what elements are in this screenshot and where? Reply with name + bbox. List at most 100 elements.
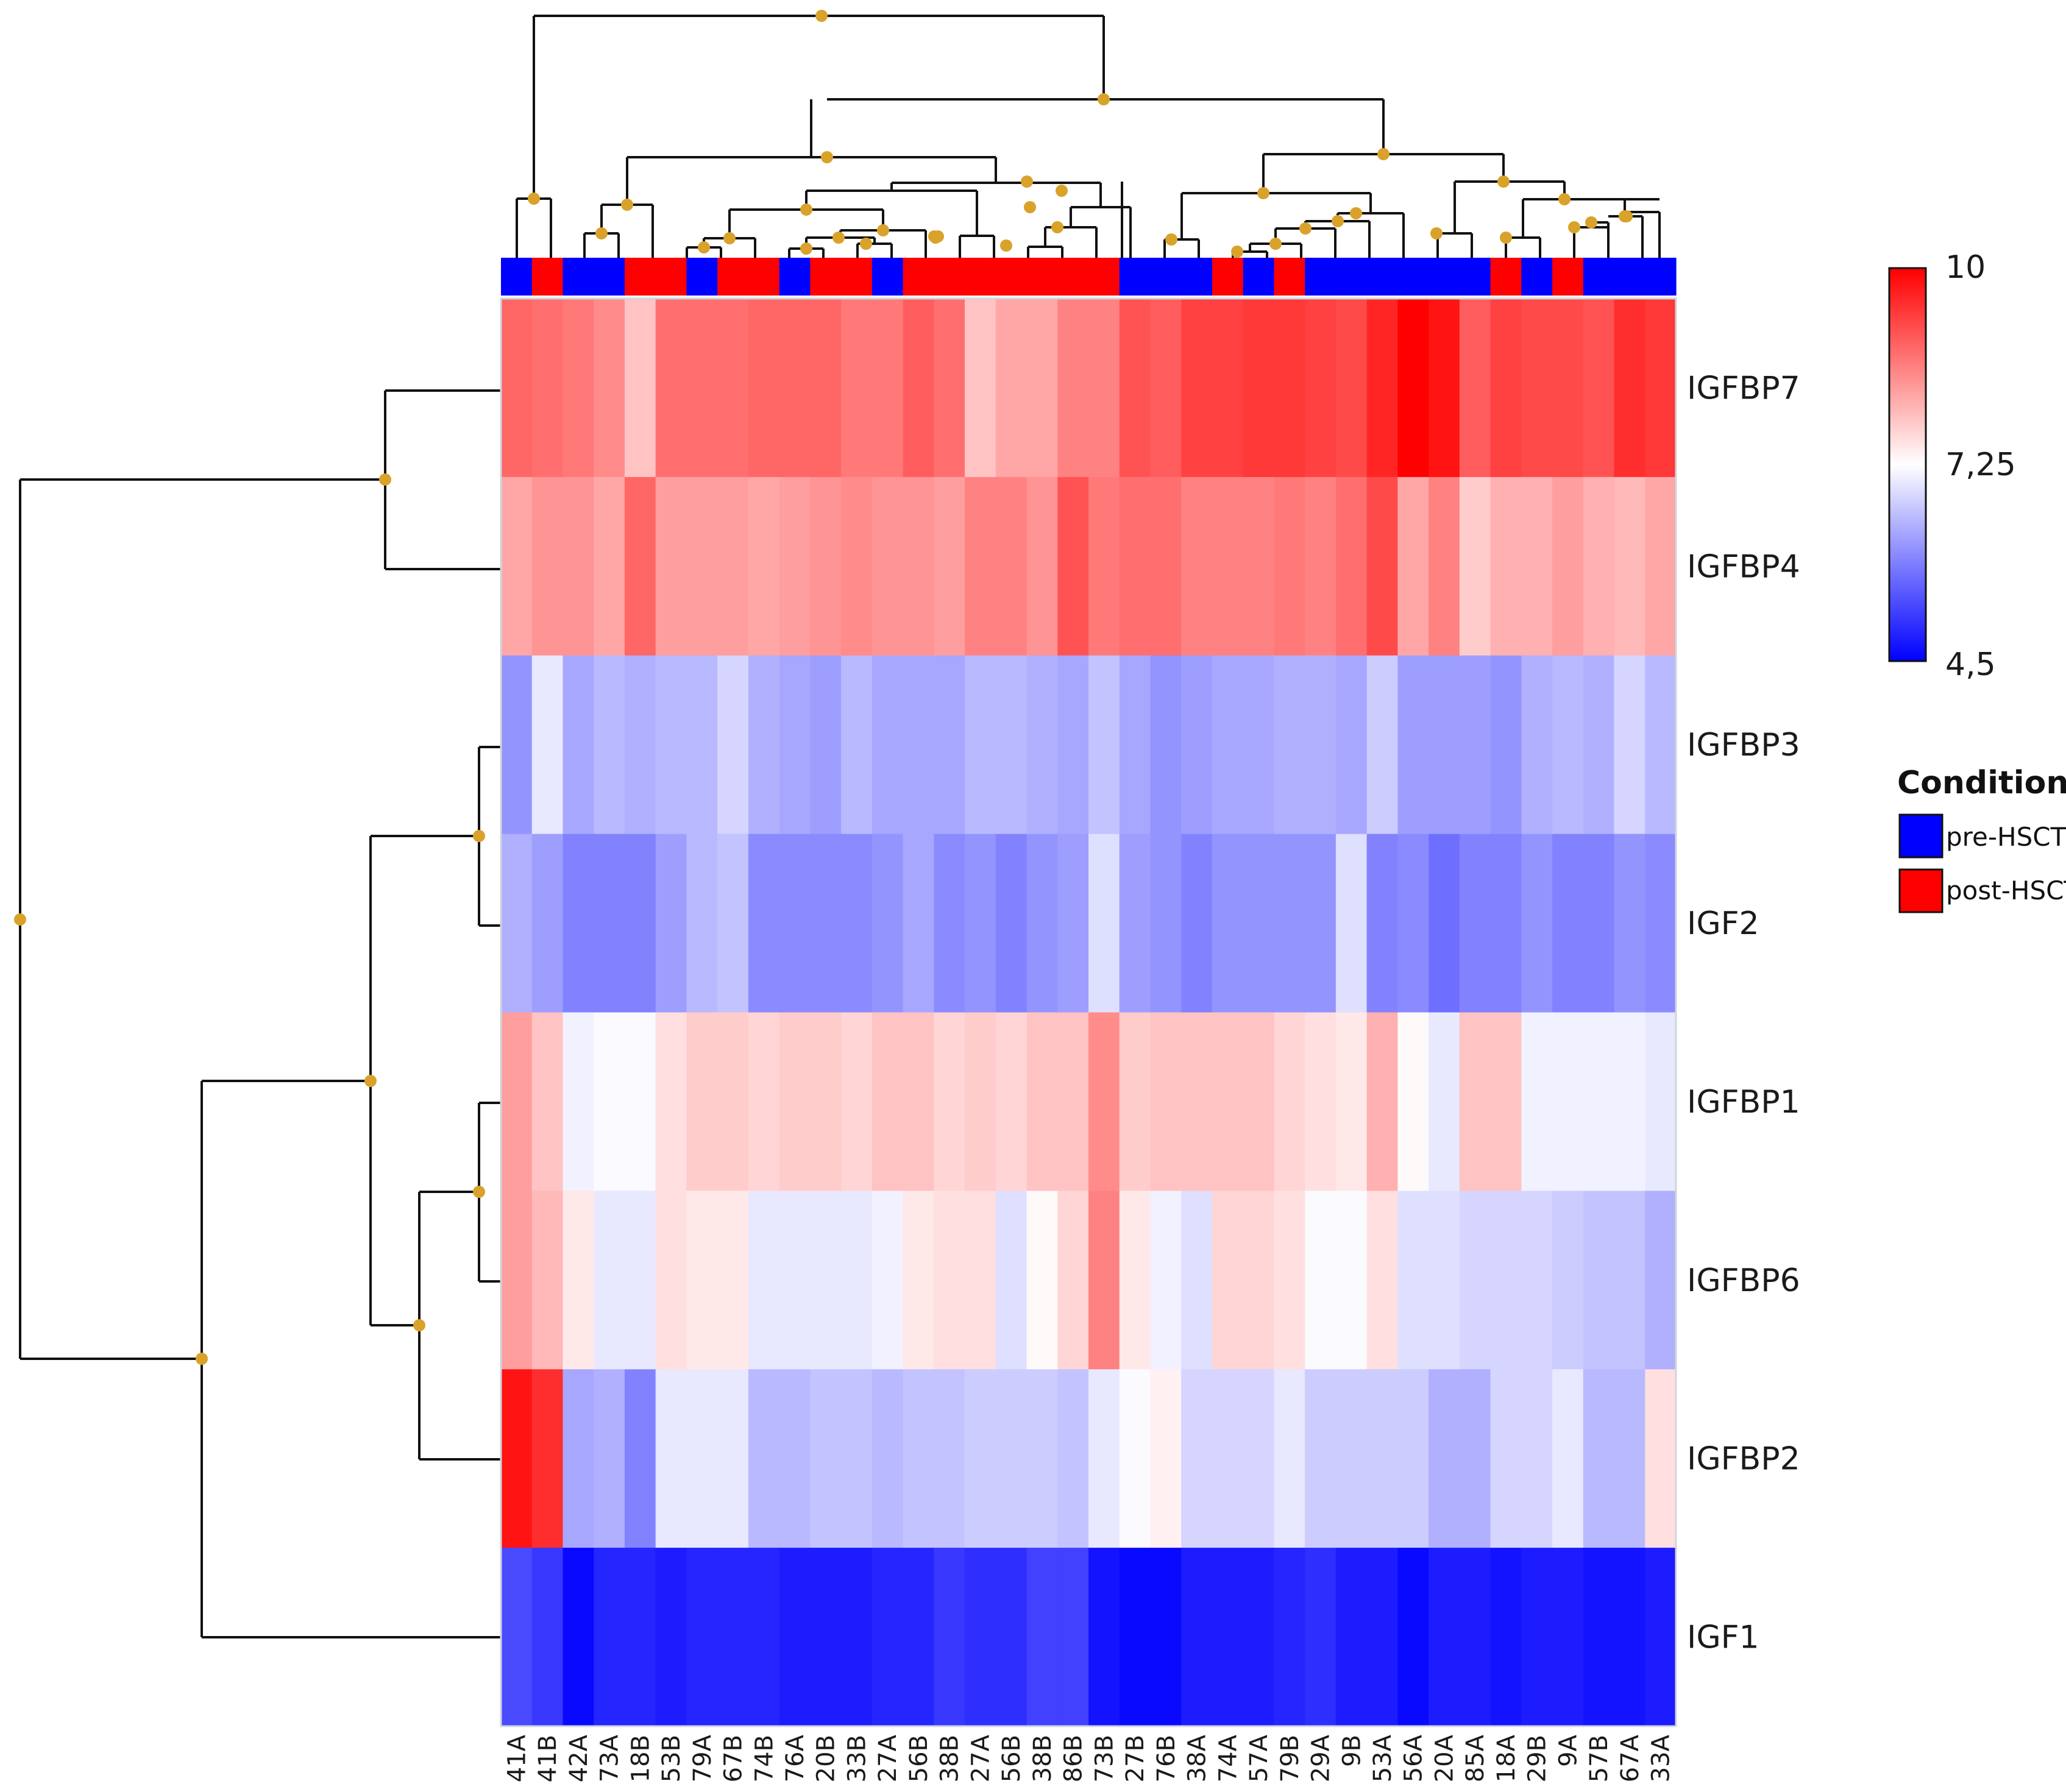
condition-cell bbox=[624, 258, 656, 296]
column-label: 18A bbox=[1493, 1734, 1521, 1782]
heatmap-cell bbox=[563, 1191, 594, 1370]
heatmap-cell bbox=[1305, 1012, 1337, 1191]
heatmap-cell bbox=[1057, 1191, 1089, 1370]
heatmap-cell bbox=[686, 476, 718, 656]
heatmap-cell bbox=[1645, 1191, 1677, 1370]
heatmap-cell bbox=[1645, 1369, 1677, 1548]
condition-cell bbox=[1397, 258, 1429, 296]
column-label: 41A bbox=[503, 1734, 531, 1782]
heatmap-cell bbox=[903, 476, 934, 656]
heatmap-cell bbox=[1645, 299, 1677, 478]
column-label: 20B bbox=[812, 1735, 840, 1782]
heatmap-cell bbox=[1212, 1548, 1244, 1727]
heatmap-cell bbox=[1459, 1012, 1491, 1191]
column-label: 56A bbox=[1400, 1734, 1428, 1782]
column-label: 29B bbox=[1524, 1735, 1552, 1782]
heatmap-cell bbox=[1614, 476, 1645, 656]
condition-cell bbox=[1305, 258, 1337, 296]
heatmap-cell bbox=[1212, 1012, 1244, 1191]
condition-cell bbox=[531, 258, 564, 296]
heatmap-cell bbox=[501, 834, 533, 1013]
heatmap-cell bbox=[1212, 299, 1244, 478]
heatmap-cell bbox=[1243, 655, 1275, 835]
heatmap-cell bbox=[594, 1548, 625, 1727]
heatmap-cell bbox=[1274, 1548, 1305, 1727]
heatmap-cell bbox=[871, 299, 904, 478]
condition-cell bbox=[965, 258, 996, 296]
heatmap-cell bbox=[748, 476, 780, 656]
condition-cell bbox=[1645, 258, 1677, 296]
condition-cell bbox=[1026, 258, 1058, 296]
heatmap-cell bbox=[1243, 1191, 1275, 1370]
heatmap-cell bbox=[1026, 299, 1058, 478]
heatmap-cell bbox=[779, 1191, 811, 1370]
heatmap-cell bbox=[1150, 655, 1182, 835]
heatmap-cell bbox=[1088, 299, 1120, 478]
heatmap-cell bbox=[563, 1548, 594, 1727]
heatmap-cell bbox=[1459, 299, 1491, 478]
condition-cell bbox=[995, 258, 1028, 296]
colorbar-min-label: 4,5 bbox=[1945, 646, 1996, 683]
heatmap-cell bbox=[1366, 1191, 1398, 1370]
heatmap-cell bbox=[1397, 1012, 1429, 1191]
heatmap-cell bbox=[1459, 1191, 1491, 1370]
heatmap-cell bbox=[810, 476, 842, 656]
heatmap-cell bbox=[934, 1369, 965, 1548]
condition-cell bbox=[1614, 258, 1645, 296]
heatmap-cell bbox=[779, 655, 811, 835]
column-label: 27B bbox=[1121, 1735, 1149, 1782]
heatmap-cell bbox=[1150, 834, 1182, 1013]
heatmap-cell bbox=[934, 299, 965, 478]
condition-cell bbox=[1429, 258, 1460, 296]
heatmap-cell bbox=[1583, 834, 1615, 1013]
row-dendrogram bbox=[19, 389, 501, 1638]
condition-cell bbox=[903, 258, 934, 296]
heatmap-cell bbox=[903, 1548, 934, 1727]
heatmap-cell bbox=[903, 1191, 934, 1370]
heatmap-cell bbox=[1335, 655, 1368, 835]
heatmap-cell bbox=[501, 1012, 533, 1191]
heatmap-cell bbox=[1181, 1369, 1213, 1548]
heatmap-cell bbox=[965, 1012, 996, 1191]
heatmap-cell bbox=[1119, 834, 1151, 1013]
heatmap-cell bbox=[779, 1369, 811, 1548]
heatmap-cell bbox=[1366, 834, 1398, 1013]
heatmap-cell bbox=[841, 655, 873, 835]
heatmap-cell bbox=[1026, 655, 1058, 835]
heatmap-cell bbox=[1645, 1548, 1677, 1727]
heatmap-cell bbox=[717, 299, 749, 478]
heatmap-cell bbox=[1583, 1548, 1615, 1727]
heatmap-cell bbox=[1429, 1191, 1460, 1370]
heatmap-cell bbox=[531, 1012, 564, 1191]
heatmap-border bbox=[500, 297, 1677, 1727]
heatmap-cell bbox=[748, 1012, 780, 1191]
heatmap-cell bbox=[871, 476, 904, 656]
heatmap-cell bbox=[1243, 299, 1275, 478]
column-label: 41B bbox=[534, 1735, 562, 1782]
heatmap-cell bbox=[686, 1191, 718, 1370]
column-label: 53B bbox=[658, 1735, 686, 1782]
heatmap-cell bbox=[1583, 1012, 1615, 1191]
colorbar-gradient bbox=[1888, 267, 1927, 662]
colorbar: 10 7,25 4,5 bbox=[1888, 249, 2016, 683]
column-label: 56B bbox=[998, 1735, 1026, 1782]
condition-cell bbox=[655, 258, 687, 296]
heatmap-cell bbox=[1181, 1191, 1213, 1370]
heatmap-cell bbox=[594, 1012, 625, 1191]
condition-cell bbox=[594, 258, 625, 296]
heatmap-cell bbox=[1305, 1548, 1337, 1727]
condition-cell bbox=[1150, 258, 1182, 296]
heatmap-cell bbox=[1088, 1369, 1120, 1548]
row-labels: IGFBP7 IGFBP4 IGFBP3 IGF2 IGFBP1 IGFBP6 IGFBP2… bbox=[1687, 370, 1800, 1656]
heatmap-cell bbox=[531, 299, 564, 478]
column-label: 53A bbox=[1369, 1734, 1397, 1782]
heatmap-cell bbox=[1119, 1369, 1151, 1548]
heatmap-cell bbox=[1366, 1369, 1398, 1548]
heatmap-cell bbox=[1614, 655, 1645, 835]
heatmap-cell bbox=[995, 476, 1028, 656]
heatmap-cell bbox=[1645, 476, 1677, 656]
column-label: 38B bbox=[936, 1735, 964, 1782]
heatmap-cell bbox=[624, 1369, 656, 1548]
column-labels: 41A 41B 42A 73A 18B 53B 79A 67B 74B 76A 20B 33B 27A 5… bbox=[503, 1734, 1675, 1782]
heatmap-cell bbox=[594, 1369, 625, 1548]
